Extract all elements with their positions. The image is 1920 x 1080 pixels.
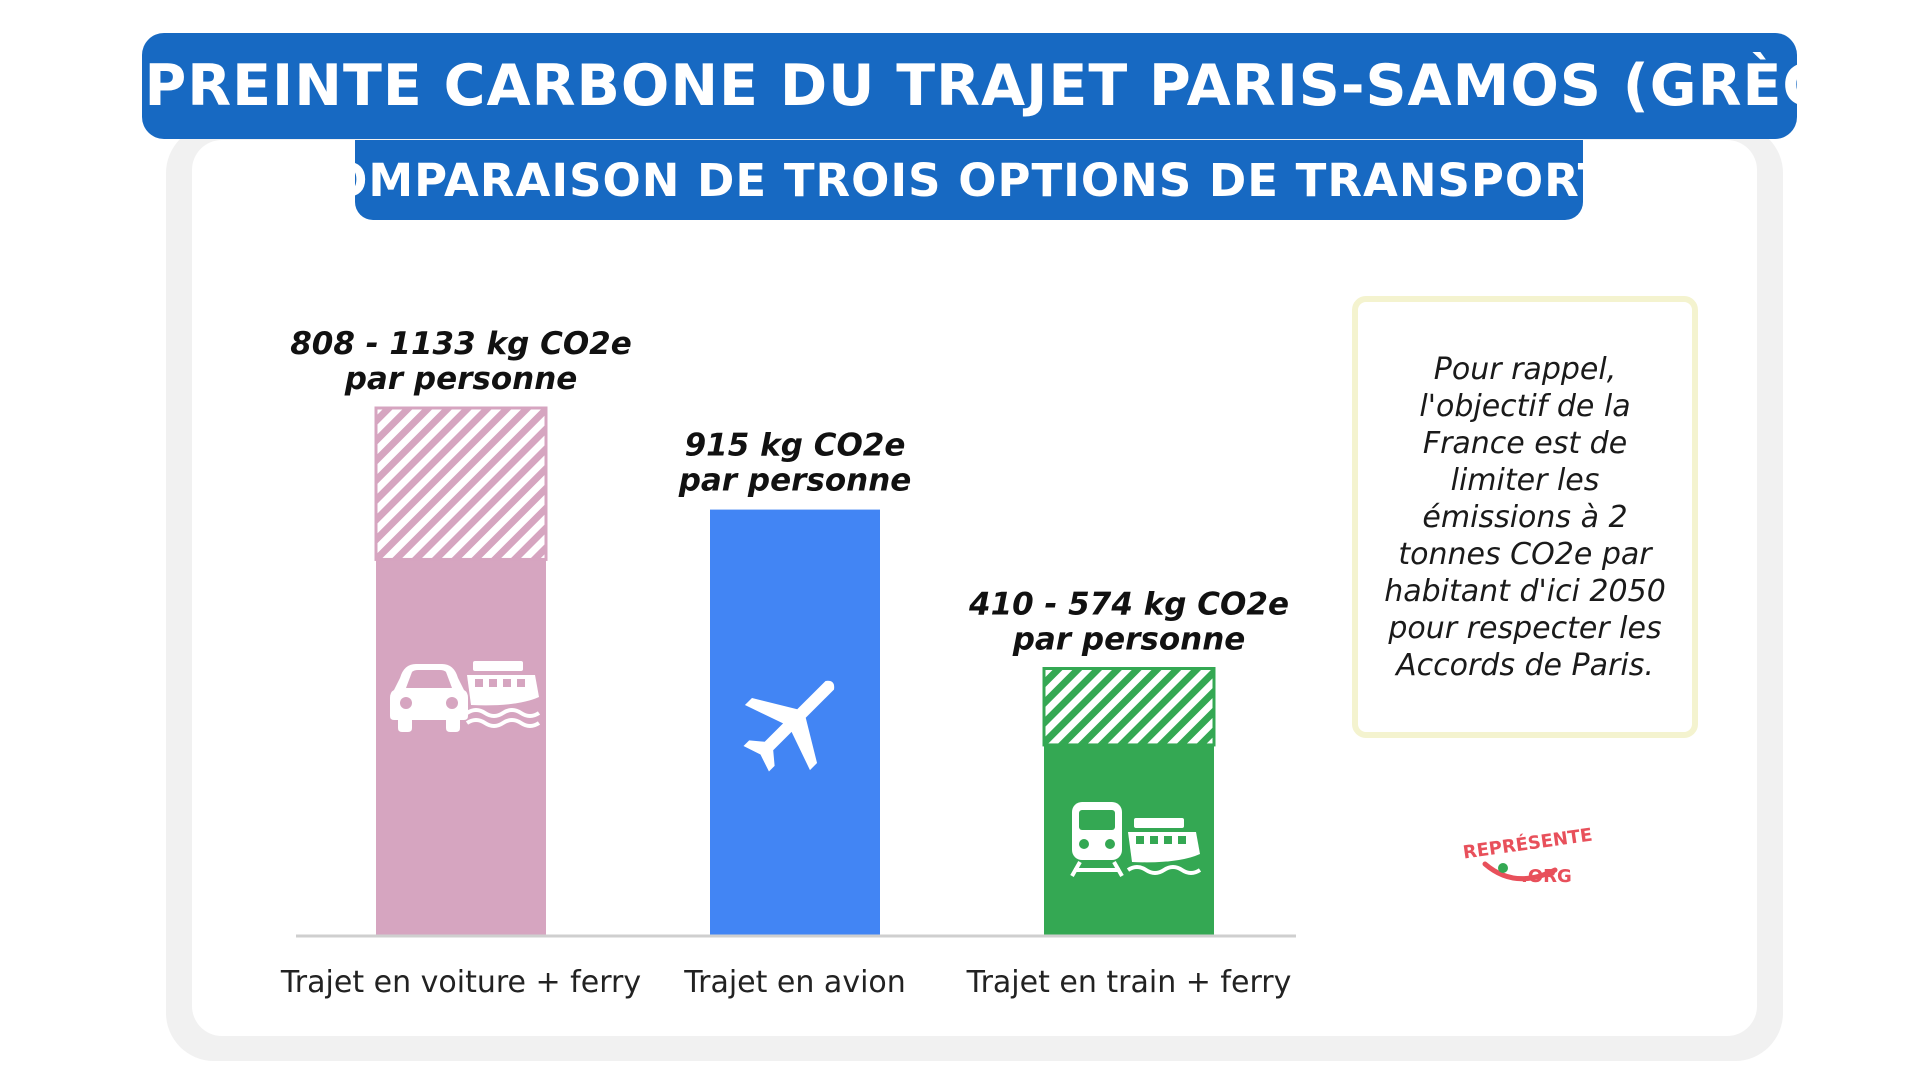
category-label-2: Trajet en train + ferry [966, 965, 1292, 1000]
ferry-icon [465, 661, 541, 728]
value-label-2-1: par personne [1012, 622, 1246, 658]
page-title: Empreinte carbone du trajet Paris-Samos … [47, 33, 1891, 139]
logo-text-top: REPRÉSENTE [1462, 824, 1594, 864]
car-icon [390, 664, 468, 732]
category-label-1: Trajet en avion [683, 965, 906, 1000]
representeorg-logo: REPRÉSENTE .ORG [1462, 824, 1594, 887]
page-subtitle: Comparaison de trois options de transpor… [295, 140, 1642, 220]
value-label-0-1: par personne [344, 361, 578, 397]
category-label-0: Trajet en voiture + ferry [280, 965, 641, 1000]
train-icon [1070, 802, 1124, 877]
bar-range-0 [374, 406, 548, 561]
value-label-2-0: 410 - 574 kg CO2e [968, 587, 1289, 623]
airplane-icon [743, 680, 835, 772]
reminder-text: Pour rappel, l'objectif de la France est… [1384, 351, 1666, 683]
ferry-icon [1126, 818, 1202, 875]
logo-text-bottom: .ORG [1521, 866, 1572, 887]
value-label-0-0: 808 - 1133 kg CO2e [290, 326, 632, 362]
bar-range-2 [1042, 667, 1216, 747]
value-label-1-1: par personne [678, 463, 912, 499]
value-label-1-0: 915 kg CO2e [685, 428, 906, 464]
bar-0 [376, 559, 546, 936]
reminder-note: Pour rappel, l'objectif de la France est… [1352, 296, 1698, 738]
